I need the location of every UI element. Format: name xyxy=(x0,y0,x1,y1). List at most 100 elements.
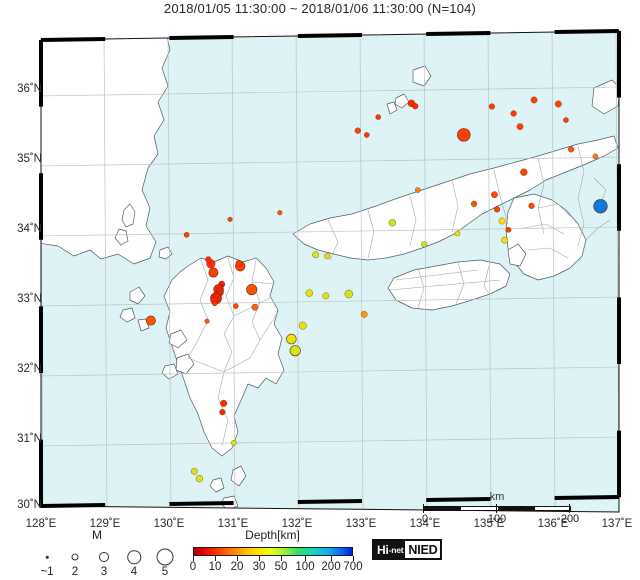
epicenter-marker xyxy=(510,110,517,117)
epicenter-marker xyxy=(145,315,156,326)
epicenter-marker xyxy=(421,241,428,248)
depth-tick-mark-2 xyxy=(237,556,238,561)
epicenter-marker xyxy=(454,230,461,237)
epicenter-marker xyxy=(412,103,419,110)
scale-tick-200: 200 xyxy=(560,513,580,525)
depth-tick-mark-5 xyxy=(305,556,306,561)
lon-label-5: 133˚E xyxy=(345,518,377,530)
epicenter-marker xyxy=(554,100,562,108)
epicenter-marker xyxy=(498,217,506,225)
depth-tick-label-5: 100 xyxy=(295,561,315,573)
lat-label-2: 34˚N xyxy=(17,223,42,235)
depth-legend-caption: Depth[km] xyxy=(245,528,300,542)
lat-label-1: 35˚N xyxy=(17,153,42,165)
lon-label-9: 137˚E xyxy=(601,518,633,530)
epicenter-marker xyxy=(289,345,301,357)
lat-label-3: 33˚N xyxy=(17,293,42,305)
depth-tick-label-6: 200 xyxy=(321,561,341,573)
epicenter-marker xyxy=(235,260,243,267)
epicenter-marker xyxy=(231,440,237,446)
depth-tick-label-7: 700 xyxy=(343,561,363,573)
magnitude-label-3: 4 xyxy=(130,566,138,578)
epicenter-marker xyxy=(528,202,535,209)
depth-tick-mark-6 xyxy=(331,556,332,561)
magnitude-legend-caption: M xyxy=(92,528,102,542)
depth-tick-mark-7 xyxy=(353,556,354,561)
epicenter-marker xyxy=(457,128,471,142)
magnitude-symbol-3 xyxy=(127,550,141,564)
hinet-nied-logo: Hi -net NIED xyxy=(372,539,443,560)
epicenter-marker xyxy=(233,303,239,309)
epicenter-marker xyxy=(204,318,210,324)
depth-tick-label-2: 20 xyxy=(230,561,244,573)
epicenter-marker xyxy=(246,284,258,296)
lat-label-6: 30˚N xyxy=(17,499,42,511)
epicenter-marker xyxy=(470,200,478,207)
epicenter-marker xyxy=(388,219,396,227)
lon-label-8: 136˚E xyxy=(537,518,569,530)
epicenter-marker xyxy=(220,399,228,407)
map-canvas xyxy=(38,28,623,518)
epicenter-marker xyxy=(568,146,575,153)
epicenter-marker xyxy=(322,292,330,300)
epicenter-marker xyxy=(227,216,233,222)
epicenter-marker xyxy=(520,168,528,176)
magnitude-label-1: 2 xyxy=(71,566,79,578)
epicenter-marker xyxy=(298,321,307,330)
scale-tick-0: 0 xyxy=(421,513,429,525)
lon-label-6: 134˚E xyxy=(409,518,441,530)
magnitude-symbol-2 xyxy=(99,552,109,562)
depth-tick-label-0: 0 xyxy=(189,561,197,573)
epicenter-marker xyxy=(360,310,368,318)
lon-label-4: 132˚E xyxy=(281,518,313,530)
prefecture-boundaries xyxy=(187,145,611,447)
lon-label-0: 128˚E xyxy=(25,518,57,530)
lat-label-4: 32˚N xyxy=(17,363,42,375)
epicenter-marker xyxy=(516,123,524,130)
nied-logo-text: NIED xyxy=(405,541,441,558)
magnitude-symbol-4 xyxy=(156,548,174,566)
magnitude-labels: ~1 2 3 4 5 xyxy=(22,566,172,580)
epicenter-marker xyxy=(286,333,297,345)
magnitude-label-4: 5 xyxy=(161,566,169,578)
epicenter-marker xyxy=(593,199,608,214)
lon-label-7: 135˚E xyxy=(473,518,505,530)
depth-tick-label-4: 50 xyxy=(274,561,288,573)
epicenter-marker xyxy=(563,117,569,123)
depth-tick-mark-1 xyxy=(215,556,216,561)
epicenter-marker xyxy=(488,103,495,110)
epicenter-marker xyxy=(592,153,599,160)
lon-label-1: 129˚E xyxy=(89,518,121,530)
depth-legend: Depth[km] 0 10 20 30 50 100 200 700 xyxy=(185,528,363,576)
epicenter-marker xyxy=(212,300,218,307)
magnitude-symbol-1 xyxy=(71,553,79,561)
epicenter-marker xyxy=(375,114,381,120)
epicenter-marker xyxy=(415,187,421,193)
depth-tick-label-3: 30 xyxy=(252,561,266,573)
epicenter-marker xyxy=(277,210,283,216)
epicenter-marker xyxy=(190,468,198,475)
epicenter-marker xyxy=(205,256,212,263)
epicenter-marker xyxy=(501,236,509,244)
hinet-logo-text: Hi -net xyxy=(374,541,406,558)
magnitude-label-0: ~1 xyxy=(40,566,54,578)
epicenter-marker xyxy=(493,206,501,213)
lat-label-5: 31˚N xyxy=(17,433,42,445)
epicenter-marker xyxy=(219,409,226,416)
epicenter-marker xyxy=(491,191,498,199)
epicenter-marker xyxy=(195,475,204,483)
epicenter-marker xyxy=(344,289,354,299)
epicenter-marker xyxy=(305,289,313,297)
scale-bar-track xyxy=(423,506,571,511)
depth-tick-mark-0 xyxy=(193,556,194,561)
lat-label-0: 36˚N xyxy=(17,83,42,95)
epicenter-marker xyxy=(312,251,319,259)
magnitude-symbols xyxy=(22,546,174,568)
depth-tick-mark-3 xyxy=(259,556,260,561)
land-layer xyxy=(41,31,619,511)
scale-bar-unit: km xyxy=(489,491,505,503)
epicenter-marker xyxy=(505,226,512,233)
lon-label-2: 130˚E xyxy=(153,518,185,530)
scale-tick-100: 100 xyxy=(487,513,507,525)
